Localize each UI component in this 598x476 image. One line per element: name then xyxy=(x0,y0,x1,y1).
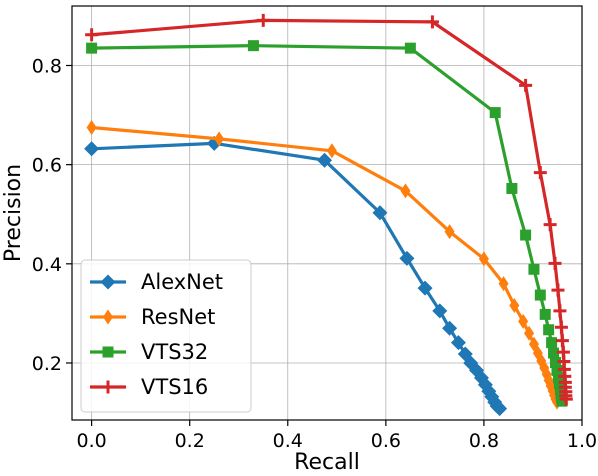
x-tick-label: 0.2 xyxy=(175,430,205,452)
point-vts16 xyxy=(425,15,439,29)
legend-item-resnet: ResNet xyxy=(90,305,215,329)
point-resnet xyxy=(509,297,520,313)
point-alexnet xyxy=(432,303,448,319)
point-vts16 xyxy=(543,218,557,232)
point-alexnet xyxy=(372,205,388,221)
point-vts32 xyxy=(539,308,551,320)
point-vts32 xyxy=(86,42,98,54)
y-tick-label: 0.2 xyxy=(32,353,62,375)
point-resnet xyxy=(444,224,455,240)
point-vts16 xyxy=(559,392,573,406)
point-vts16 xyxy=(533,166,547,180)
point-resnet xyxy=(86,119,97,135)
point-alexnet xyxy=(492,401,508,417)
point-vts16 xyxy=(519,78,533,92)
legend-item-vts16: VTS16 xyxy=(90,375,208,399)
legend-box xyxy=(80,259,252,413)
legend-item-vts32: VTS32 xyxy=(90,340,208,364)
point-vts16 xyxy=(256,13,270,27)
legend: AlexNet ResNet VTS32 VTS16 xyxy=(80,259,252,413)
point-vts32 xyxy=(520,229,532,241)
legend-label-resnet: ResNet xyxy=(141,305,215,329)
point-resnet xyxy=(518,313,529,329)
point-vts32 xyxy=(556,395,568,407)
point-vts32 xyxy=(489,107,501,119)
point-vts16 xyxy=(555,334,569,348)
point-vts32 xyxy=(404,42,416,54)
legend-marker-alexnet xyxy=(100,274,116,290)
x-tick-label: 0.0 xyxy=(77,430,107,452)
x-tick-label: 0.8 xyxy=(469,430,499,452)
plot-frame xyxy=(71,5,583,421)
point-vts16 xyxy=(553,304,567,318)
legend-label-vts16: VTS16 xyxy=(141,375,208,399)
point-resnet xyxy=(524,325,535,341)
y-tick-label: 0.4 xyxy=(32,254,62,276)
point-vts32 xyxy=(506,182,518,194)
point-vts32 xyxy=(247,40,259,52)
point-alexnet xyxy=(399,250,415,266)
point-resnet xyxy=(478,251,489,267)
legend-item-alexnet: AlexNet xyxy=(90,270,223,294)
point-alexnet xyxy=(417,280,433,296)
x-tick-label: 1.0 xyxy=(567,430,597,452)
point-vts16 xyxy=(548,256,562,270)
point-resnet xyxy=(214,131,225,147)
x-tick-label: 0.6 xyxy=(371,430,401,452)
point-vts32 xyxy=(550,356,562,368)
series-layer xyxy=(84,13,573,417)
x-axis-label: Recall xyxy=(294,450,360,475)
legend-label-vts32: VTS32 xyxy=(141,340,208,364)
point-alexnet xyxy=(450,335,466,351)
y-tick-label: 0.8 xyxy=(32,55,62,77)
point-vts16 xyxy=(85,28,99,42)
point-vts32 xyxy=(534,289,546,301)
point-vts32 xyxy=(548,347,560,359)
point-resnet xyxy=(400,183,411,199)
legend-marker-vts32 xyxy=(102,346,114,358)
legend-marker-resnet xyxy=(103,309,113,325)
series-vts16 xyxy=(85,13,573,406)
point-vts32 xyxy=(543,324,555,336)
point-vts16 xyxy=(551,283,565,297)
legend-marker-vts16 xyxy=(101,380,115,394)
y-axis-label: Precision xyxy=(1,164,26,262)
y-tick-label: 0.6 xyxy=(32,155,62,177)
point-resnet xyxy=(326,143,337,159)
ticks: 0.0 0.2 0.4 0.6 0.8 1.0 0.2 0.4 0.6 0.8 xyxy=(32,55,597,452)
point-alexnet xyxy=(442,320,458,336)
point-vts32 xyxy=(546,337,558,349)
legend-label-alexnet: AlexNet xyxy=(141,270,223,294)
point-vts32 xyxy=(528,263,540,275)
point-alexnet xyxy=(84,141,100,157)
point-alexnet xyxy=(317,152,333,168)
point-resnet xyxy=(498,276,509,292)
point-vts16 xyxy=(554,320,568,334)
x-tick-label: 0.4 xyxy=(273,430,303,452)
point-vts32 xyxy=(551,364,563,376)
